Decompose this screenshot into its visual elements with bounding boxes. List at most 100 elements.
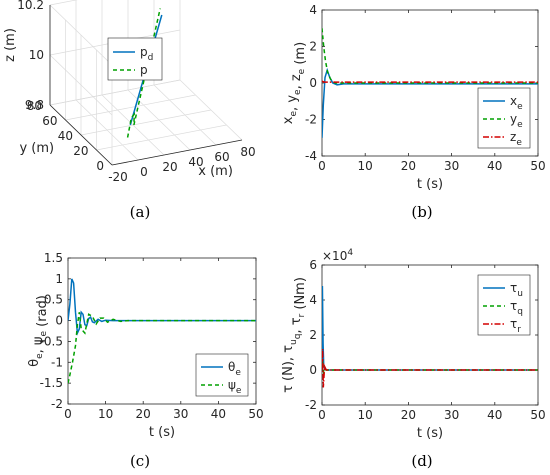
- x-tick-label: 0: [64, 407, 72, 421]
- panel-label-c: (c): [130, 452, 150, 470]
- y-tick-label: -1.5: [40, 376, 63, 390]
- series-line-ze: [322, 80, 538, 83]
- legend-box: [107, 37, 163, 81]
- series-line-ψe: [68, 312, 256, 384]
- legend-label-τq: τq: [510, 299, 523, 317]
- panel-c-angle-errors: 0 10 20 30 40 50 -2 -1.5 -1 -0.5 0 0.5 1 1.5 t (s) θe, …: [27, 251, 264, 440]
- series-line-θe: [68, 278, 256, 337]
- grid-floor-y: [65, 94, 196, 121]
- legend-label-τu: τu: [510, 281, 523, 299]
- y-tick-label: -0.5: [40, 334, 63, 348]
- x-tick-label: 0: [318, 408, 326, 422]
- y-tick-label: 0: [96, 159, 104, 173]
- y-tick-label: 2: [309, 40, 317, 54]
- y-axis-label-d: τ (N), τuq, τr (Nm): [281, 277, 308, 393]
- x-tick-label: -20: [108, 170, 128, 184]
- y-axis-label-b: xe, ye, ze (m): [281, 42, 308, 124]
- y-tick-label: 2: [309, 328, 317, 342]
- x-axis-label-d: t (s): [417, 426, 443, 441]
- legend-label-p: p: [140, 63, 148, 77]
- x-tick-label: 20: [401, 159, 416, 173]
- legend-label-pd: pd: [140, 45, 153, 63]
- z-axis-label-a: z (m): [3, 28, 18, 62]
- y-tick-label: -2: [305, 113, 317, 127]
- x-tick-label: 10: [98, 407, 113, 421]
- x-tick-label: 80: [240, 145, 255, 159]
- y-tick-label: 6: [309, 258, 317, 272]
- y-tick-label: 0.5: [44, 293, 63, 307]
- legend-label-θe: θe: [228, 360, 241, 378]
- x-tick-label: 10: [358, 159, 373, 173]
- y-tick-label: 1.5: [44, 251, 63, 265]
- grid-floor-y: [96, 124, 227, 151]
- x-tick-label: 40: [487, 159, 502, 173]
- series-line-τr: [322, 348, 538, 388]
- y-tick-label: 0: [309, 76, 317, 90]
- y-tick-label: 20: [73, 144, 88, 158]
- y-axis-label-c: θe, ψe (rad): [27, 295, 50, 367]
- legend-label-τr: τr: [510, 317, 521, 335]
- panel-label-a: (a): [130, 203, 151, 221]
- x-tick-label: 10: [358, 408, 373, 422]
- legend-label-ze: ze: [510, 130, 522, 148]
- x-tick-label: 50: [530, 159, 545, 173]
- legend-label-ψe: ψe: [228, 378, 242, 396]
- y-tick-label: 80: [27, 99, 42, 113]
- x-tick-label: 0: [140, 165, 148, 179]
- y-tick-label: -1: [51, 355, 63, 369]
- series-line-p: [126, 8, 161, 138]
- legend-a: pdp: [107, 37, 163, 81]
- y-tick-label: -4: [305, 149, 317, 163]
- y-tick-label: 0: [55, 314, 63, 328]
- y-tick-label: 40: [58, 129, 73, 143]
- z-tick-label: 10.2: [17, 0, 44, 12]
- x-tick-label: 40: [188, 155, 203, 169]
- x-tick-label: 20: [136, 407, 151, 421]
- grid-side-z: [49, 54, 113, 116]
- y-tick-label: 1: [55, 272, 63, 286]
- x-tick-label: 40: [211, 407, 226, 421]
- x-tick-label: 30: [444, 159, 459, 173]
- legend-label-xe: xe: [510, 94, 523, 112]
- x-tick-label: 0: [318, 159, 326, 173]
- y-tick-label: 60: [42, 114, 57, 128]
- grid-floor-y: [80, 109, 212, 136]
- x-tick-label: 20: [162, 160, 177, 174]
- grid-back-z: [49, 79, 181, 106]
- panel-b-position-errors: 0 10 20 30 40 50 -4 -2 0 2 4 t (s) xe, ye, ze (m) xey…: [281, 3, 546, 192]
- x-tick-label: 50: [530, 408, 545, 422]
- x-axis-label-a: x (m): [198, 164, 233, 179]
- legend-label-ye: ye: [510, 112, 523, 130]
- series-line-ye: [322, 28, 538, 84]
- y-tick-label: 0: [309, 363, 317, 377]
- y-axis-line: [49, 104, 113, 166]
- x-tick-label: 60: [214, 150, 229, 164]
- y-tick-label: 4: [309, 3, 317, 17]
- z-tick-label: 9.8: [25, 98, 44, 112]
- x-tick-label: 50: [248, 407, 263, 421]
- y-axis-label-a: y (m): [19, 141, 54, 156]
- y-tick-label: -2: [305, 398, 317, 412]
- legend-box: [477, 87, 531, 149]
- y-tick-label: 4: [309, 293, 317, 307]
- grid-back-z: [49, 0, 78, 6]
- x-tick-label: 40: [487, 408, 502, 422]
- grid-side-z: [49, 4, 113, 66]
- x-tick-label: 30: [444, 408, 459, 422]
- legend-box: [477, 274, 531, 336]
- y-axis-multiplier: ×104: [322, 248, 353, 263]
- x-axis-label-b: t (s): [417, 177, 443, 192]
- x-axis-line: [111, 139, 243, 166]
- y-tick-label: -2: [51, 397, 63, 411]
- panel-label-b: (b): [411, 203, 432, 221]
- panel-label-d: (d): [411, 452, 432, 470]
- legend-box: [195, 353, 249, 397]
- x-tick-label: 30: [173, 407, 188, 421]
- x-axis-label-c: t (s): [149, 425, 175, 440]
